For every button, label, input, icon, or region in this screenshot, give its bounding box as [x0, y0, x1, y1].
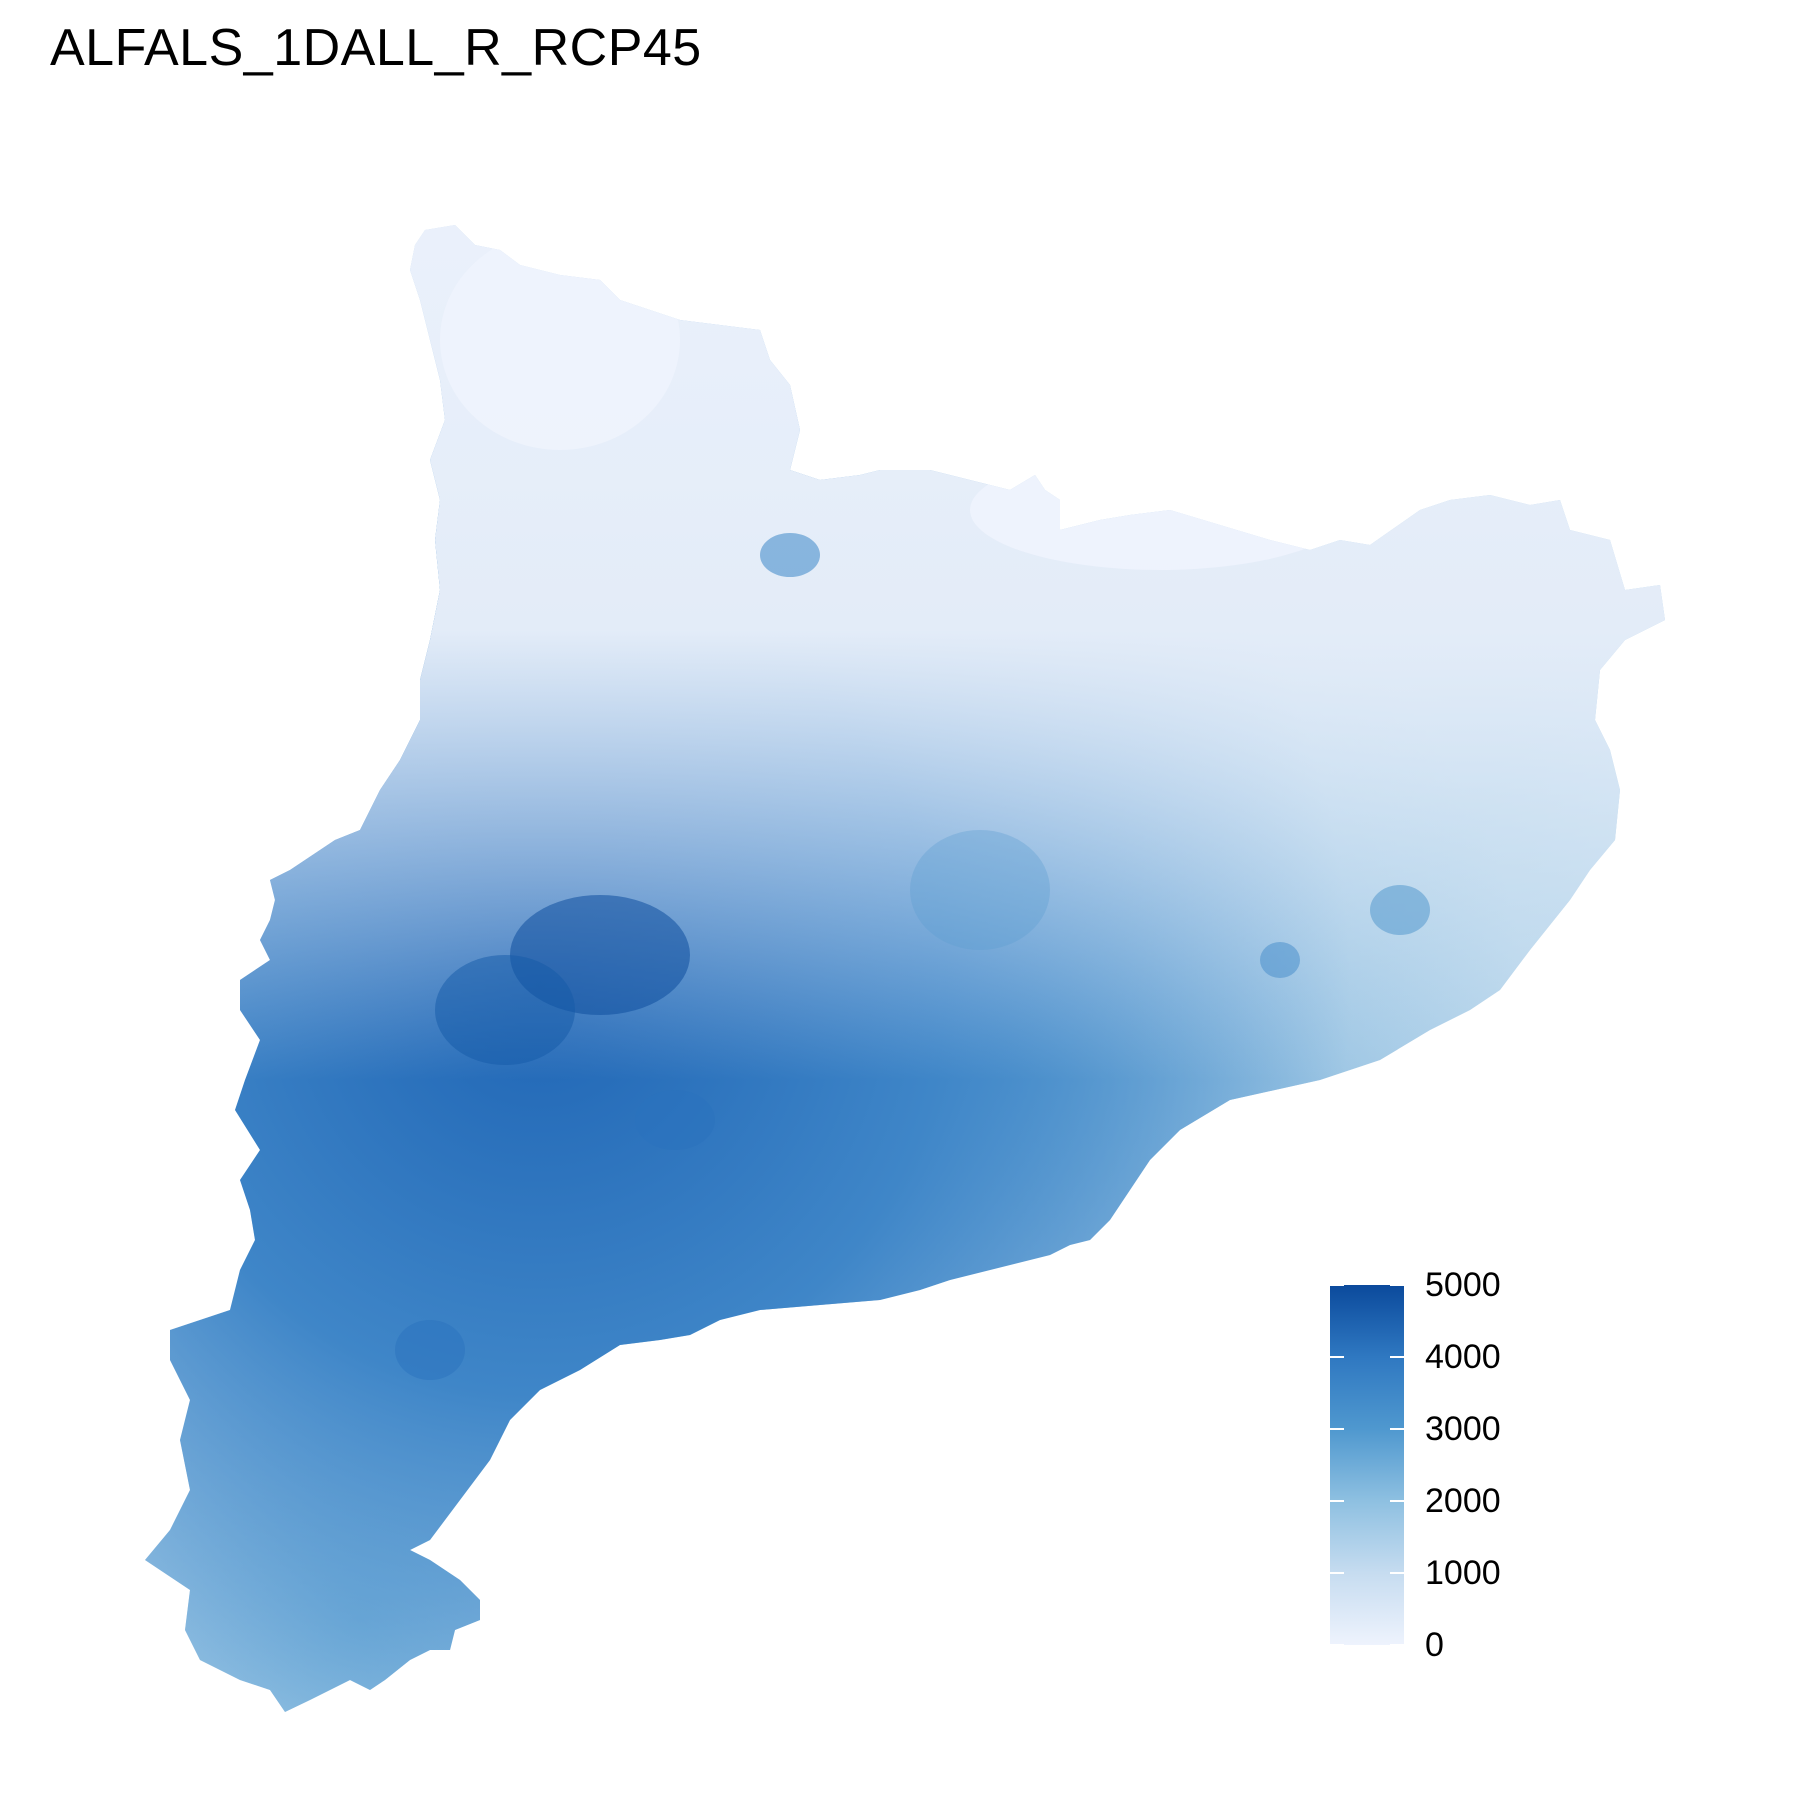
lowland — [970, 450, 1350, 570]
legend-tick-label: 3000 — [1425, 1410, 1501, 1448]
legend-tick-label: 0 — [1425, 1626, 1444, 1664]
legend-tick-label: 4000 — [1425, 1338, 1501, 1376]
legend-tick-label: 2000 — [1425, 1482, 1501, 1520]
color-legend: 5000 4000 3000 2000 1000 0 — [1330, 1268, 1530, 1662]
hotspot — [1260, 942, 1300, 978]
hotspot — [910, 830, 1050, 950]
map-title: ALFALS_1DALL_R_RCP45 — [50, 19, 702, 77]
lowland — [440, 230, 680, 450]
hotspot — [435, 955, 575, 1065]
legend-tick-label: 1000 — [1425, 1554, 1501, 1592]
legend-tick-label: 5000 — [1425, 1266, 1501, 1304]
hotspot — [395, 1320, 465, 1380]
hotspot — [760, 533, 820, 577]
hotspot — [1370, 885, 1430, 935]
legend-colorbar — [1330, 1285, 1404, 1645]
hotspot — [635, 1090, 715, 1150]
